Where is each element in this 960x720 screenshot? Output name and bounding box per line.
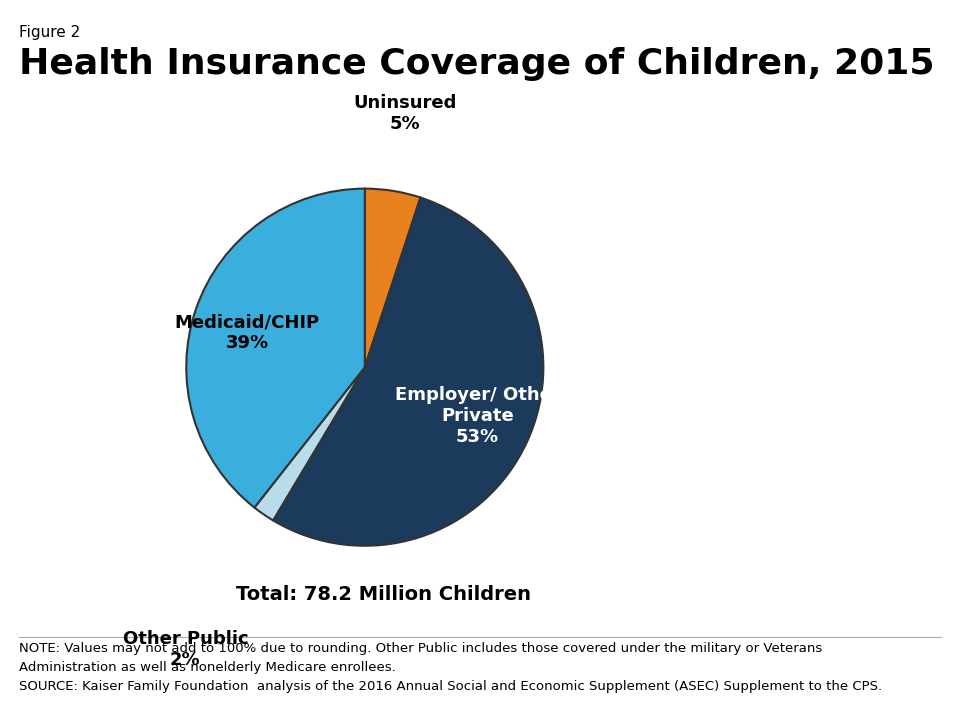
Text: NOTE: Values may not add to 100% due to rounding. Other Public includes those co: NOTE: Values may not add to 100% due to …	[19, 642, 823, 655]
Wedge shape	[186, 189, 365, 508]
Text: Total: 78.2 Million Children: Total: 78.2 Million Children	[236, 585, 532, 603]
Text: Other Public
2%: Other Public 2%	[123, 631, 249, 670]
Text: KAISER: KAISER	[842, 652, 909, 670]
Text: FAMILY: FAMILY	[843, 668, 908, 686]
Text: Health Insurance Coverage of Children, 2015: Health Insurance Coverage of Children, 2…	[19, 47, 935, 81]
Text: SOURCE: Kaiser Family Foundation  analysis of the 2016 Annual Social and Economi: SOURCE: Kaiser Family Foundation analysi…	[19, 680, 882, 693]
Text: Figure 2: Figure 2	[19, 25, 81, 40]
Text: Employer/ Other
Private
53%: Employer/ Other Private 53%	[395, 386, 561, 446]
Text: THE HENRY J.: THE HENRY J.	[852, 639, 900, 646]
Text: FOUNDATION: FOUNDATION	[852, 692, 900, 698]
Wedge shape	[273, 197, 543, 546]
Text: Medicaid/CHIP
39%: Medicaid/CHIP 39%	[175, 313, 320, 352]
Text: Administration as well as nonelderly Medicare enrollees.: Administration as well as nonelderly Med…	[19, 661, 396, 674]
Text: Uninsured
5%: Uninsured 5%	[353, 94, 457, 133]
Wedge shape	[254, 367, 365, 521]
Wedge shape	[365, 189, 420, 367]
